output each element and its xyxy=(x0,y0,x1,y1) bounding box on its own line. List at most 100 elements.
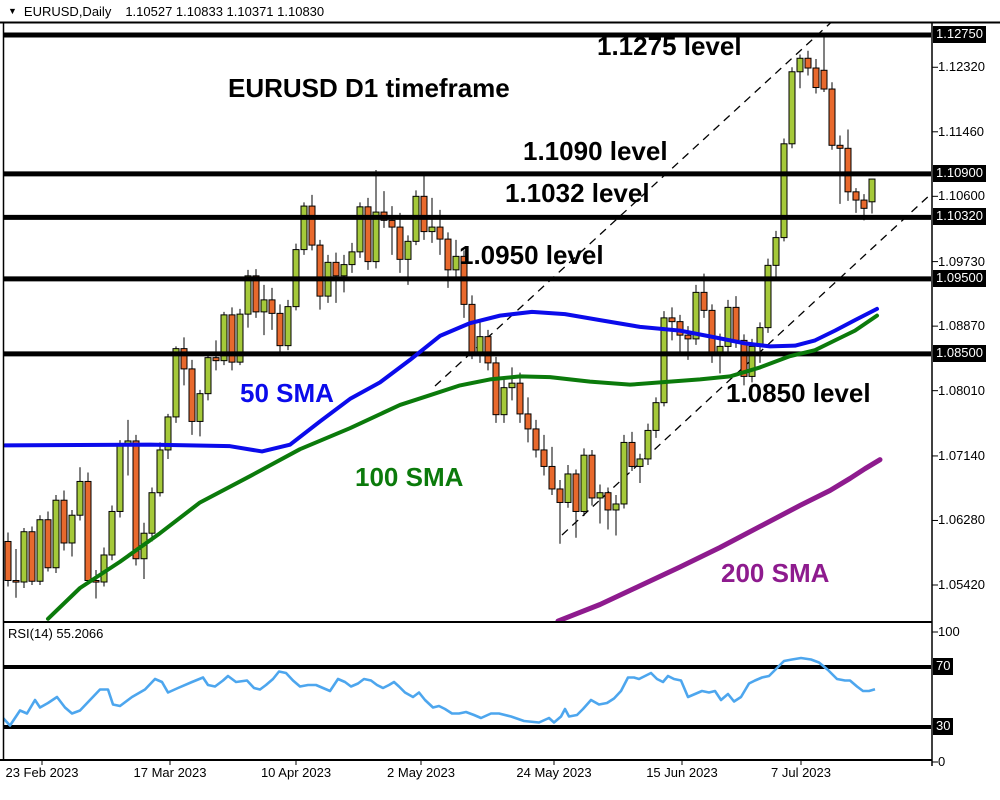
bullish-candle[interactable] xyxy=(596,492,604,499)
bullish-candle[interactable] xyxy=(20,531,28,583)
sma-50-line[interactable] xyxy=(4,306,879,454)
bearish-candle[interactable] xyxy=(28,531,36,582)
bearish-candle[interactable] xyxy=(420,195,428,233)
bullish-candle[interactable] xyxy=(644,429,652,460)
bearish-candle[interactable] xyxy=(820,69,828,90)
bullish-candle[interactable] xyxy=(636,458,644,467)
bullish-candle[interactable] xyxy=(612,503,620,511)
bullish-candle[interactable] xyxy=(564,473,572,503)
bullish-candle[interactable] xyxy=(284,306,292,347)
bearish-candle[interactable] xyxy=(684,334,692,340)
bullish-candle[interactable] xyxy=(244,275,252,315)
bearish-candle[interactable] xyxy=(316,244,324,297)
bullish-candle[interactable] xyxy=(372,211,380,263)
bullish-candle[interactable] xyxy=(428,226,436,233)
bullish-candle[interactable] xyxy=(748,345,756,377)
bullish-candle[interactable] xyxy=(772,237,780,266)
bearish-candle[interactable] xyxy=(708,309,716,356)
bearish-candle[interactable] xyxy=(444,238,452,271)
bearish-candle[interactable] xyxy=(732,306,740,341)
bullish-candle[interactable] xyxy=(196,393,204,422)
bearish-candle[interactable] xyxy=(516,382,524,415)
bearish-candle[interactable] xyxy=(828,88,836,146)
bullish-candle[interactable] xyxy=(260,299,268,313)
bearish-candle[interactable] xyxy=(4,540,12,581)
bearish-candle[interactable] xyxy=(628,441,636,467)
bearish-candle[interactable] xyxy=(436,226,444,240)
bullish-candle[interactable] xyxy=(660,317,668,404)
bullish-candle[interactable] xyxy=(788,71,796,145)
bearish-candle[interactable] xyxy=(332,261,340,277)
bearish-candle[interactable] xyxy=(396,226,404,260)
bearish-candle[interactable] xyxy=(180,348,188,370)
bullish-candle[interactable] xyxy=(452,255,460,271)
bullish-candle[interactable] xyxy=(52,499,60,569)
bullish-candle[interactable] xyxy=(724,306,732,347)
bearish-candle[interactable] xyxy=(812,67,820,89)
bullish-candle[interactable] xyxy=(172,348,180,418)
bullish-candle[interactable] xyxy=(148,492,156,534)
bearish-candle[interactable] xyxy=(804,57,812,69)
bearish-candle[interactable] xyxy=(676,321,684,336)
bearish-candle[interactable] xyxy=(44,519,52,569)
bearish-candle[interactable] xyxy=(700,291,708,311)
bearish-candle[interactable] xyxy=(572,473,580,512)
bearish-candle[interactable] xyxy=(228,314,236,363)
bearish-candle[interactable] xyxy=(308,205,316,246)
bearish-candle[interactable] xyxy=(84,480,92,581)
bearish-candle[interactable] xyxy=(668,317,676,323)
bullish-candle[interactable] xyxy=(404,240,412,260)
bearish-candle[interactable] xyxy=(468,303,476,356)
bullish-candle[interactable] xyxy=(236,313,244,363)
bearish-candle[interactable] xyxy=(860,199,868,209)
bullish-candle[interactable] xyxy=(692,291,700,340)
bullish-candle[interactable] xyxy=(508,382,516,389)
bullish-candle[interactable] xyxy=(116,444,124,512)
bullish-candle[interactable] xyxy=(68,514,76,544)
bearish-candle[interactable] xyxy=(484,336,492,364)
bearish-candle[interactable] xyxy=(188,368,196,422)
bullish-candle[interactable] xyxy=(652,402,660,431)
bullish-candle[interactable] xyxy=(780,143,788,239)
bullish-candle[interactable] xyxy=(348,251,356,266)
bearish-candle[interactable] xyxy=(548,465,556,490)
bullish-candle[interactable] xyxy=(220,314,228,362)
bullish-candle[interactable] xyxy=(204,357,212,395)
bearish-candle[interactable] xyxy=(740,339,748,377)
bearish-candle[interactable] xyxy=(836,144,844,149)
bearish-candle[interactable] xyxy=(132,440,140,560)
bullish-candle[interactable] xyxy=(36,519,44,582)
bearish-candle[interactable] xyxy=(844,147,852,193)
bullish-candle[interactable] xyxy=(156,449,164,494)
bearish-candle[interactable] xyxy=(532,428,540,451)
sma-200-line[interactable] xyxy=(555,457,883,621)
bearish-candle[interactable] xyxy=(556,488,564,503)
bearish-candle[interactable] xyxy=(540,449,548,467)
bearish-candle[interactable] xyxy=(388,219,396,228)
bullish-candle[interactable] xyxy=(300,205,308,251)
bearish-candle[interactable] xyxy=(852,191,860,201)
bearish-candle[interactable] xyxy=(604,492,612,511)
trend-channel-line[interactable] xyxy=(434,0,862,387)
bearish-candle[interactable] xyxy=(524,413,532,430)
bearish-candle[interactable] xyxy=(588,454,596,499)
bullish-candle[interactable] xyxy=(868,178,876,203)
bullish-candle[interactable] xyxy=(340,264,348,277)
bullish-candle[interactable] xyxy=(796,57,804,73)
bearish-candle[interactable] xyxy=(492,362,500,416)
bearish-candle[interactable] xyxy=(276,312,284,347)
bearish-candle[interactable] xyxy=(60,499,68,544)
bearish-candle[interactable] xyxy=(252,275,260,313)
bearish-candle[interactable] xyxy=(12,579,20,583)
bearish-candle[interactable] xyxy=(212,357,220,362)
bullish-candle[interactable] xyxy=(164,416,172,451)
bullish-candle[interactable] xyxy=(580,454,588,512)
bearish-candle[interactable] xyxy=(364,206,372,263)
bullish-candle[interactable] xyxy=(764,264,772,329)
bearish-candle[interactable] xyxy=(268,299,276,314)
chart-dropdown-icon[interactable]: ▼ xyxy=(8,6,17,16)
bullish-candle[interactable] xyxy=(108,510,116,556)
sma-100-line[interactable] xyxy=(46,313,879,621)
bullish-candle[interactable] xyxy=(620,441,628,505)
